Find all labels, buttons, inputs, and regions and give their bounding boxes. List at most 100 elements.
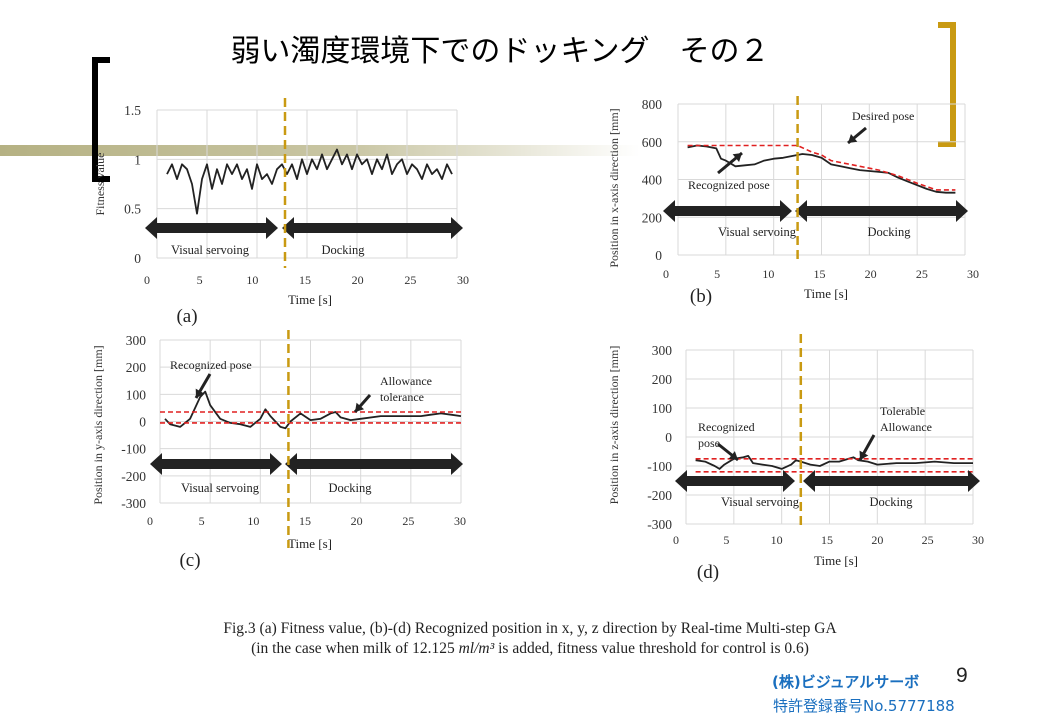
annotation-label: Allowance <box>880 420 932 434</box>
x-tick-label: 0 <box>144 273 150 287</box>
x-tick-label: 25 <box>402 514 414 528</box>
y-tick-label: 400 <box>642 173 663 188</box>
panel-label: (b) <box>690 286 712 307</box>
phase-double-arrow <box>675 470 795 492</box>
y-tick-label: -300 <box>121 496 146 511</box>
chart-c: 0 5 10 15 20 25 30 -300 -200 -100 0 100 200 300 Time [… <box>91 330 466 571</box>
y-tick-label: 0 <box>665 430 672 445</box>
recognized-pose-line <box>687 144 956 194</box>
y-tick-label: 0 <box>139 415 146 430</box>
x-tick-label: 15 <box>299 514 311 528</box>
phase-label: Docking <box>869 495 913 509</box>
y-tick-label: 600 <box>642 135 663 150</box>
phase-double-arrow <box>285 453 463 475</box>
x-tick-label: 30 <box>454 514 466 528</box>
company-name: (株)ビジュアルサーボ <box>772 673 920 691</box>
y-axis-label: Position in x-axis direction [mm] <box>607 108 621 267</box>
annotation-arrow-head <box>355 402 365 412</box>
phase-double-arrow <box>150 453 282 475</box>
right-bracket-decoration <box>938 22 956 147</box>
y-tick-label: -300 <box>647 517 672 532</box>
x-tick-label: 25 <box>916 267 928 281</box>
y-tick-label: 1.5 <box>124 103 141 118</box>
y-tick-label: 100 <box>126 387 147 402</box>
x-tick-label: 20 <box>871 533 883 547</box>
phase-label: Visual servoing <box>181 481 260 495</box>
x-axis-label: Time [s] <box>288 536 332 551</box>
y-tick-label: 100 <box>652 401 673 416</box>
annotation-label: pose <box>698 436 720 450</box>
annotation-label: Allowance <box>380 374 432 388</box>
annotation-label: Recognized pose <box>688 178 770 192</box>
annotation-arrow-head <box>195 388 205 398</box>
x-tick-label: 10 <box>762 267 774 281</box>
annotation-arrow-head <box>859 450 869 460</box>
panel-label: (d) <box>697 562 719 583</box>
panel-label: (c) <box>179 550 200 571</box>
annotation-label: tolerance <box>380 390 424 404</box>
x-tick-label: 25 <box>404 273 416 287</box>
y-axis-label: Position in y-axis direction [mm] <box>91 345 105 504</box>
y-tick-label: 300 <box>126 333 147 348</box>
y-tick-label: -200 <box>121 469 146 484</box>
left-bracket-decoration <box>92 57 110 182</box>
phase-label: Docking <box>321 243 365 257</box>
x-tick-label: 0 <box>147 514 153 528</box>
recognized-pose-line <box>166 148 453 215</box>
recognized-pose-line <box>164 390 462 430</box>
y-axis-label: Position in z-axis direction [mm] <box>607 346 621 505</box>
phase-label: Visual servoing <box>171 243 250 257</box>
annotation-arrow-head <box>848 134 858 143</box>
x-tick-label: 10 <box>771 533 783 547</box>
x-tick-label: 10 <box>247 514 259 528</box>
y-tick-label: 200 <box>126 360 147 375</box>
x-tick-label: 10 <box>246 273 258 287</box>
page-number: 9 <box>956 664 968 687</box>
y-tick-label: -100 <box>121 442 146 457</box>
y-tick-label: 1 <box>134 152 141 167</box>
annotation-arrow-head <box>728 451 738 460</box>
panel-label: (a) <box>176 306 197 327</box>
annotation-arrow-head <box>732 153 742 162</box>
caption-text: is added, fitness value threshold for co… <box>494 640 809 657</box>
x-tick-label: 30 <box>967 267 979 281</box>
phase-label: Docking <box>328 481 372 495</box>
y-tick-label: 200 <box>652 372 673 387</box>
y-axis-label: Fitness value <box>93 153 107 216</box>
y-tick-label: 0 <box>134 251 141 266</box>
y-tick-label: 800 <box>642 97 663 112</box>
y-tick-label: 0.5 <box>124 202 141 217</box>
phase-double-arrow <box>145 217 278 239</box>
x-tick-label: 30 <box>457 273 469 287</box>
phase-double-arrow <box>795 200 968 222</box>
slide-title: 弱い濁度環境下でのドッキング その２ <box>230 34 770 69</box>
y-tick-label: 0 <box>655 248 662 263</box>
x-tick-label: 5 <box>723 533 729 547</box>
caption-unit: ml/m³ <box>458 640 495 657</box>
phase-double-arrow <box>803 470 980 492</box>
caption-text: (in the case when milk of 12.125 <box>251 640 459 657</box>
x-tick-label: 5 <box>197 273 203 287</box>
figure-caption-line2: (in the case when milk of 12.125 ml/m³ i… <box>0 640 1040 658</box>
x-tick-label: 20 <box>865 267 877 281</box>
y-tick-label: 200 <box>642 210 663 225</box>
decorative-band <box>0 145 640 156</box>
annotation-label: Tolerable <box>880 404 925 418</box>
annotation-label: Desired pose <box>852 109 914 123</box>
annotation-label: Recognized pose <box>170 358 252 372</box>
x-axis-label: Time [s] <box>804 286 848 301</box>
x-tick-label: 15 <box>814 267 826 281</box>
x-tick-label: 25 <box>922 533 934 547</box>
phase-label: Visual servoing <box>718 225 797 239</box>
x-tick-label: 15 <box>299 273 311 287</box>
phase-double-arrow <box>663 200 792 222</box>
x-tick-label: 5 <box>714 267 720 281</box>
phase-double-arrow <box>282 217 463 239</box>
y-tick-label: -100 <box>647 459 672 474</box>
desired-pose-line <box>687 144 956 191</box>
phase-label: Docking <box>867 225 911 239</box>
x-tick-label: 5 <box>199 514 205 528</box>
x-axis-label: Time [s] <box>288 292 332 307</box>
chart-d: 0 5 10 15 20 25 30 -300 -200 -100 0 100 200 300 Time [… <box>607 334 984 583</box>
chart-a: 0 5 10 15 20 25 30 0 0.5 1 1.5 Time [s] (a) Fitness v… <box>93 98 469 327</box>
